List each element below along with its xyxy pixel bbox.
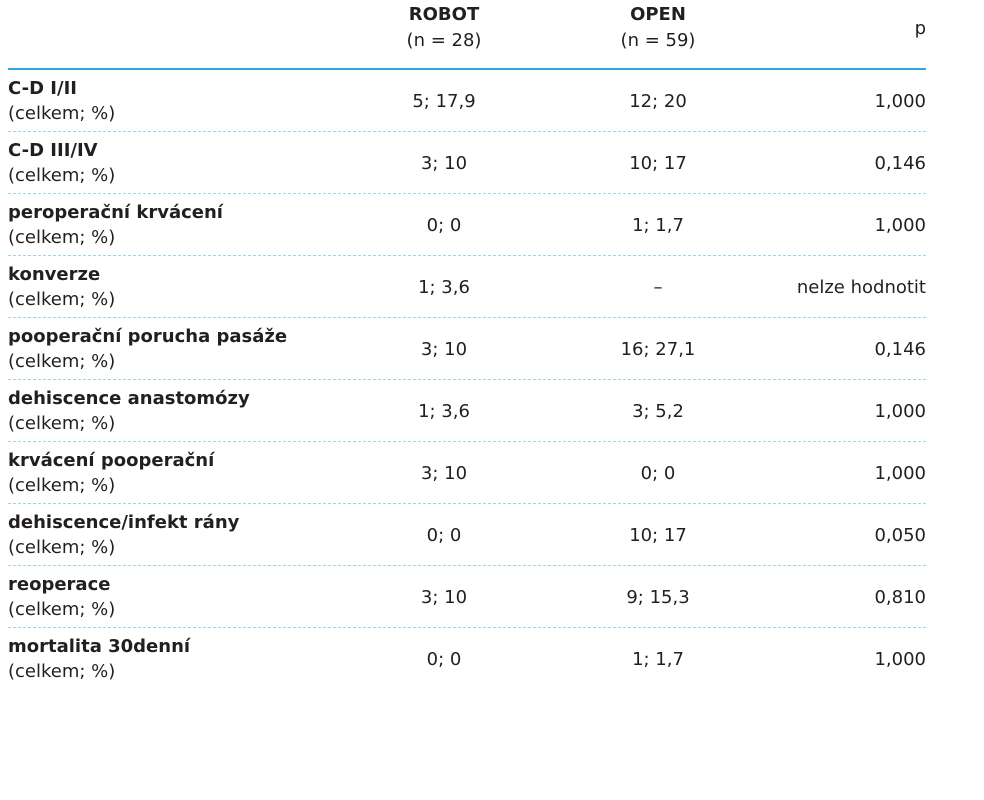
robot-value: 3; 10	[420, 339, 468, 360]
row-sublabel: (celkem; %)	[8, 413, 116, 434]
robot-value: 3; 10	[420, 153, 468, 174]
open-value: 1; 1,7	[632, 215, 684, 236]
open-value: 10; 17	[629, 153, 687, 174]
table-row: peroperační krvácení (celkem; %) 0; 0 1; …	[8, 194, 926, 256]
complications-table: ROBOT (n = 28) OPEN (n = 59) p C-D I/II (…	[8, 0, 926, 689]
row-sublabel: (celkem; %)	[8, 475, 116, 496]
table-header: ROBOT (n = 28) OPEN (n = 59) p	[8, 0, 926, 70]
robot-value: 1; 3,6	[418, 277, 470, 298]
table-row: dehiscence anastomózy (celkem; %) 1; 3,6 …	[8, 380, 926, 442]
p-value: 1,000	[874, 215, 926, 236]
table-row: mortalita 30denní (celkem; %) 0; 0 1; 1,7…	[8, 628, 926, 689]
p-value: nelze hodnotit	[796, 277, 926, 298]
robot-value: 0; 0	[426, 525, 462, 546]
p-value: 0,146	[874, 339, 926, 360]
row-label: peroperační krvácení	[8, 202, 223, 223]
open-value: 12; 20	[629, 91, 687, 112]
row-label: pooperační porucha pasáže	[8, 326, 288, 347]
row-label: C-D I/II	[8, 78, 77, 99]
p-value: 1,000	[874, 91, 926, 112]
robot-value: 0; 0	[426, 215, 462, 236]
open-value: 0; 0	[640, 463, 676, 484]
header-open-name: OPEN	[630, 4, 686, 25]
row-label: mortalita 30denní	[8, 636, 191, 657]
row-sublabel: (celkem; %)	[8, 351, 116, 372]
table-row: dehiscence/infekt rány (celkem; %) 0; 0 1…	[8, 504, 926, 566]
robot-value: 5; 17,9	[412, 91, 476, 112]
robot-value: 0; 0	[426, 649, 462, 670]
open-value: –	[653, 277, 663, 298]
open-value: 16; 27,1	[620, 339, 696, 360]
row-sublabel: (celkem; %)	[8, 227, 116, 248]
row-sublabel: (celkem; %)	[8, 537, 116, 558]
row-label: dehiscence anastomózy	[8, 388, 250, 409]
header-robot: ROBOT (n = 28)	[364, 2, 524, 54]
row-label: dehiscence/infekt rány	[8, 512, 240, 533]
p-value: 1,000	[874, 401, 926, 422]
row-sublabel: (celkem; %)	[8, 103, 116, 124]
row-sublabel: (celkem; %)	[8, 289, 116, 310]
p-value: 0,050	[874, 525, 926, 546]
robot-value: 1; 3,6	[418, 401, 470, 422]
header-open: OPEN (n = 59)	[578, 2, 738, 54]
row-sublabel: (celkem; %)	[8, 165, 116, 186]
row-label: krvácení pooperační	[8, 450, 215, 471]
header-p: p	[914, 18, 926, 39]
table-row: krvácení pooperační (celkem; %) 3; 10 0; …	[8, 442, 926, 504]
header-robot-name: ROBOT	[408, 4, 480, 25]
p-value: 1,000	[874, 649, 926, 670]
table-row: C-D I/II (celkem; %) 5; 17,9 12; 20 1,000	[8, 70, 926, 132]
robot-value: 3; 10	[420, 587, 468, 608]
row-label: konverze	[8, 264, 101, 285]
robot-value: 3; 10	[420, 463, 468, 484]
table-row: C-D III/IV (celkem; %) 3; 10 10; 17 0,146	[8, 132, 926, 194]
row-label: C-D III/IV	[8, 140, 98, 161]
row-sublabel: (celkem; %)	[8, 599, 116, 620]
row-sublabel: (celkem; %)	[8, 661, 116, 682]
table-row: konverze (celkem; %) 1; 3,6 – nelze hodno…	[8, 256, 926, 318]
open-value: 9; 15,3	[626, 587, 690, 608]
p-value: 1,000	[874, 463, 926, 484]
open-value: 1; 1,7	[632, 649, 684, 670]
open-value: 10; 17	[629, 525, 687, 546]
header-robot-n: (n = 28)	[406, 30, 482, 51]
header-open-n: (n = 59)	[620, 30, 696, 51]
row-label: reoperace	[8, 574, 111, 595]
table-row: pooperační porucha pasáže (celkem; %) 3; …	[8, 318, 926, 380]
p-value: 0,810	[874, 587, 926, 608]
table-row: reoperace (celkem; %) 3; 10 9; 15,3 0,810	[8, 566, 926, 628]
p-value: 0,146	[874, 153, 926, 174]
open-value: 3; 5,2	[632, 401, 684, 422]
